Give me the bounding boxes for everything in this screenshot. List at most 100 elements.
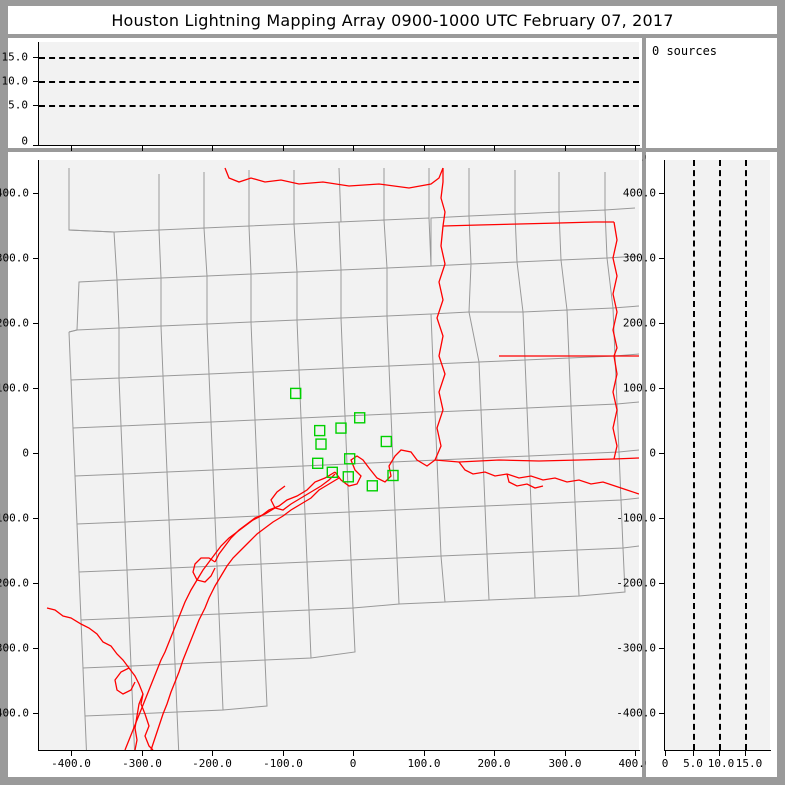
right-y-tick-m100: [659, 518, 665, 519]
map-x-tick-label-m200: -200.0: [192, 757, 232, 770]
map-x-tick-label-m300: -300.0: [122, 757, 162, 770]
y-tick-label-15: 15.0: [1, 50, 29, 64]
map-x-tick-400: [635, 751, 636, 756]
x-tick-400: [635, 146, 636, 151]
right-x-tick-label-10: 10.0: [707, 757, 735, 770]
station-marker: [380, 435, 392, 448]
right-y-tick-label-200: 200.0: [622, 316, 656, 330]
altitude-vs-north-south-plot-area[interactable]: [665, 160, 770, 750]
map-x-tick-200: [494, 751, 495, 756]
right-y-axis-line: [664, 160, 665, 751]
map-y-tick-label-m100: -100.0: [0, 511, 29, 525]
map-y-tick-label-200: 200.0: [0, 316, 29, 330]
right-y-tick-m300: [659, 648, 665, 649]
map-x-tick-label-m400: -400.0: [51, 757, 91, 770]
station-marker: [344, 453, 356, 465]
right-y-tick-label-300: 300.0: [622, 251, 656, 265]
station-marker: [335, 422, 347, 434]
x-tick-m400: [71, 146, 72, 151]
right-x-tick-5: [693, 751, 694, 756]
map-y-tick-m200: [33, 583, 39, 584]
y-tick-15: [33, 57, 39, 58]
gridline-5: [693, 160, 695, 750]
map-y-tick-200: [33, 323, 39, 324]
map-x-tick-m200: [212, 751, 213, 756]
map-y-tick-label-m300: -300.0: [0, 641, 29, 655]
map-x-tick-label-200: 200.0: [477, 757, 511, 770]
right-y-tick-label-m400: -400.0: [616, 706, 656, 720]
right-y-tick-label-m200: -200.0: [616, 576, 656, 590]
map-x-tick-label-100: 100.0: [407, 757, 441, 770]
map-y-tick-m400: [33, 713, 39, 714]
y-tick-label-5: 5.0: [8, 98, 28, 112]
right-y-tick-300: [659, 258, 665, 259]
station-marker: [354, 412, 366, 424]
map-y-tick-label-m200: -200.0: [0, 576, 29, 590]
map-y-tick-label-100: 100.0: [0, 381, 29, 395]
window-title-bar: Houston Lightning Mapping Array 0900-100…: [8, 6, 777, 34]
x-tick-m100: [283, 146, 284, 151]
x-tick-m300: [142, 146, 143, 151]
y-tick-label-10: 10.0: [1, 74, 29, 88]
y-tick-0: [33, 145, 39, 146]
gridline-10: [39, 81, 639, 83]
map-x-tick-label-400: 400.0: [618, 757, 652, 770]
map-x-tick-m300: [142, 751, 143, 756]
map-y-tick-label-m400: -400.0: [0, 706, 29, 720]
right-x-tick-label-0: 0: [661, 757, 669, 770]
page-title: Houston Lightning Mapping Array 0900-100…: [111, 10, 674, 30]
right-x-axis-line: [665, 750, 771, 751]
map-y-axis-line: [38, 160, 39, 751]
map-y-tick-100: [33, 388, 39, 389]
map-y-tick-0: [33, 453, 39, 454]
x-tick-0: [353, 146, 354, 151]
right-y-tick-label-m300: -300.0: [616, 641, 656, 655]
station-marker: [312, 457, 324, 469]
map-x-tick-m100: [283, 751, 284, 756]
map-x-tick-label-0: 0: [349, 757, 357, 770]
map-y-tick-label-0: 0: [22, 446, 29, 460]
x-tick-200: [494, 146, 495, 151]
map-y-tick-400: [33, 193, 39, 194]
map-x-tick-0: [353, 751, 354, 756]
altitude-vs-east-west-plot-area[interactable]: [39, 42, 639, 145]
map-x-tick-300: [565, 751, 566, 756]
gridline-15: [745, 160, 747, 750]
x-tick-300: [565, 146, 566, 151]
map-x-tick-label-300: 300.0: [548, 757, 582, 770]
station-marker: [315, 438, 327, 450]
plan-view-map-panel[interactable]: 400.0 300.0 200.0 100.0 0 -100.0 -200.0 …: [0, 152, 652, 777]
y-tick-10: [33, 81, 39, 82]
map-y-tick-label-300: 300.0: [0, 251, 29, 265]
map-x-tick-label-m100: -100.0: [263, 757, 303, 770]
station-markers-layer: [289, 387, 399, 492]
right-y-tick-label-m100: -100.0: [616, 511, 656, 525]
plan-view-map-plot-area[interactable]: [39, 160, 639, 750]
right-y-tick-label-0: 0: [649, 446, 656, 460]
map-y-tick-300: [33, 258, 39, 259]
y-axis-line: [38, 42, 39, 146]
gridline-15: [39, 57, 639, 59]
map-x-tick-100: [424, 751, 425, 756]
right-x-tick-label-15: 15.0: [735, 757, 763, 770]
station-marker: [387, 469, 399, 482]
right-x-tick-0: [665, 751, 666, 756]
altitude-vs-north-south-panel[interactable]: 400.0 300.0 200.0 100.0 0 -100.0 -200.0 …: [616, 152, 777, 777]
station-marker: [342, 471, 354, 483]
station-marker: [289, 387, 302, 400]
state-borders-layer: [46, 167, 639, 750]
y-tick-label-0: 0: [21, 134, 28, 148]
gridline-5: [39, 105, 639, 107]
status-source-count: 0 sources: [652, 44, 718, 58]
y-tick-5: [33, 105, 39, 106]
station-marker: [314, 424, 326, 437]
right-y-tick-m200: [659, 583, 665, 584]
map-y-tick-m300: [33, 648, 39, 649]
right-y-tick-label-400: 400.0: [622, 186, 656, 200]
right-x-tick-label-5: 5.0: [683, 757, 703, 770]
map-y-tick-label-400: 400.0: [0, 186, 29, 200]
map-graphic: [46, 167, 639, 750]
source-count-panel[interactable]: 0 sources: [646, 38, 777, 148]
altitude-vs-east-west-panel[interactable]: 15.0 10.0 5.0 0 -400.0 -300.0 -200.0 -10…: [2, 38, 652, 163]
map-x-axis-line: [39, 750, 640, 751]
